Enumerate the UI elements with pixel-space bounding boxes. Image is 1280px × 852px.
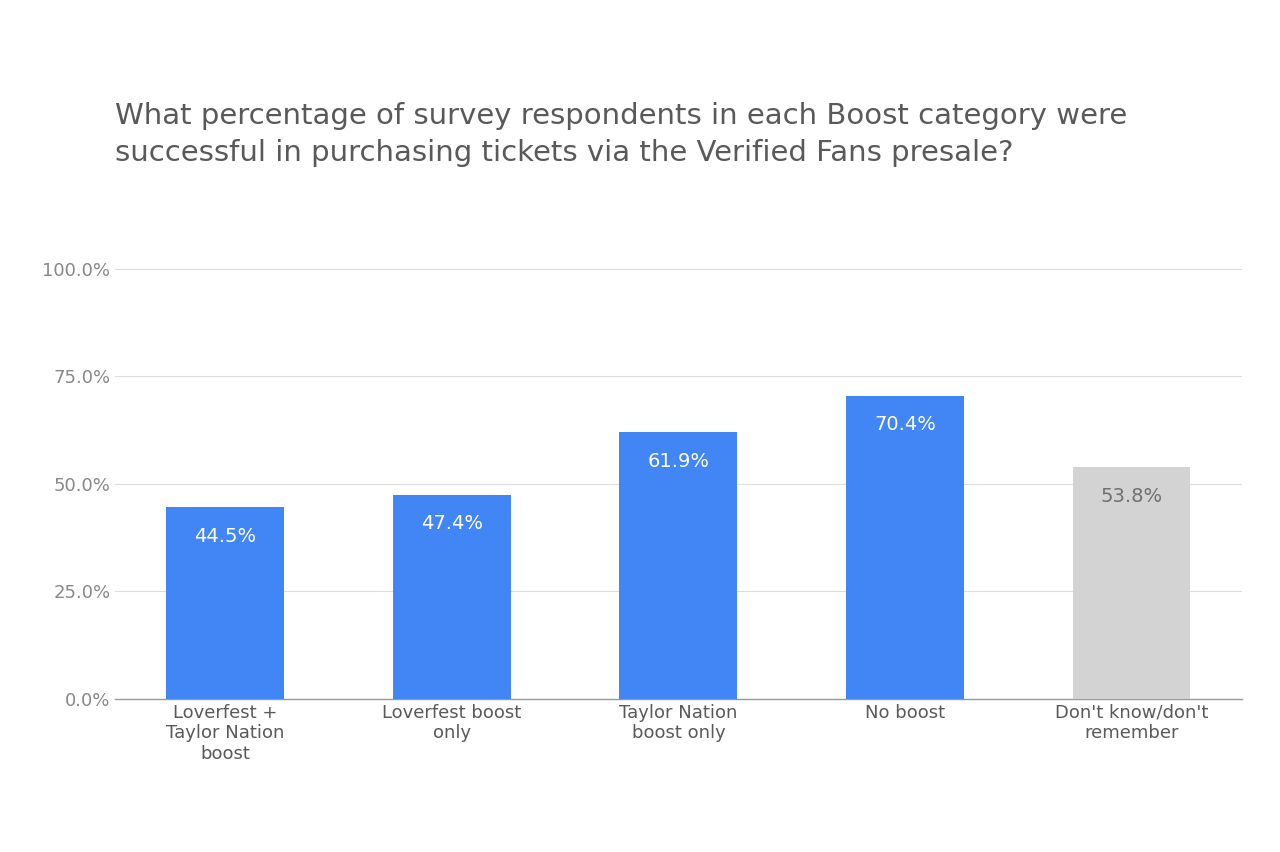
Text: 53.8%: 53.8% bbox=[1101, 486, 1162, 505]
Bar bbox=[846, 396, 964, 699]
Bar bbox=[166, 507, 284, 699]
Text: 47.4%: 47.4% bbox=[421, 514, 483, 533]
Bar bbox=[393, 495, 511, 699]
Text: What percentage of survey respondents in each Boost category were
successful in : What percentage of survey respondents in… bbox=[115, 102, 1128, 167]
Bar bbox=[1073, 467, 1190, 699]
Bar bbox=[620, 433, 737, 699]
Text: 61.9%: 61.9% bbox=[648, 452, 709, 471]
Text: 70.4%: 70.4% bbox=[874, 415, 936, 435]
Text: 44.5%: 44.5% bbox=[195, 527, 256, 545]
